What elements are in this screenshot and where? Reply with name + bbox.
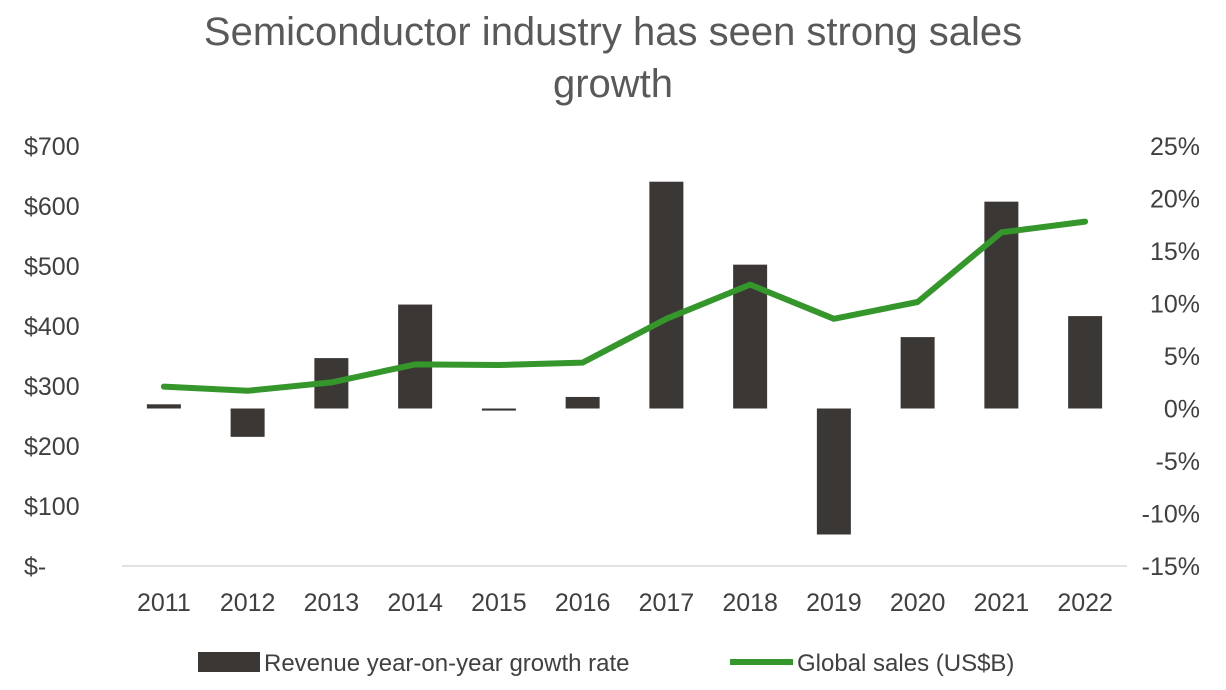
x-tick-label: 2011 bbox=[137, 589, 191, 617]
growth-bar-2015 bbox=[481, 408, 516, 411]
x-tick-label: 2018 bbox=[722, 589, 778, 617]
right-axis: 25% 20% 15% 10% 5% 0% -5% -10% -15% bbox=[1142, 133, 1200, 581]
x-tick-label: 2019 bbox=[806, 589, 862, 617]
x-tick-label: 2013 bbox=[304, 589, 360, 617]
growth-bar-2020 bbox=[900, 337, 935, 409]
x-tick-label: 2021 bbox=[974, 589, 1030, 617]
legend-label-growth: Revenue year-on-year growth rate bbox=[264, 650, 630, 677]
right-tick-label: 5% bbox=[1164, 343, 1200, 371]
global-sales-line bbox=[160, 218, 1089, 394]
chart-title-line-2: growth bbox=[552, 62, 674, 106]
right-tick-label: 25% bbox=[1150, 133, 1200, 161]
x-tick-label: 2016 bbox=[555, 589, 611, 617]
left-tick-label: $400 bbox=[24, 313, 80, 341]
left-tick-label: $700 bbox=[24, 133, 80, 161]
growth-bar-2011 bbox=[146, 404, 181, 409]
x-tick-label: 2020 bbox=[890, 589, 946, 617]
left-tick-label: $100 bbox=[24, 493, 80, 521]
right-tick-label: 15% bbox=[1150, 238, 1200, 266]
x-tick-label: 2022 bbox=[1057, 589, 1113, 617]
growth-bar-2019 bbox=[816, 408, 851, 535]
chart-title-line-1: Semiconductor industry has seen strong s… bbox=[203, 10, 1023, 54]
legend-swatch-growth bbox=[198, 652, 260, 672]
left-tick-label: $600 bbox=[24, 193, 80, 221]
left-axis: $700 $600 $500 $400 $300 $200 $100 $- bbox=[24, 133, 80, 581]
growth-bar-2017 bbox=[649, 181, 684, 409]
right-tick-label: 10% bbox=[1150, 291, 1200, 319]
growth-bar-2014 bbox=[398, 304, 433, 409]
bar-series bbox=[146, 181, 1103, 535]
right-tick-label: -15% bbox=[1142, 553, 1200, 581]
growth-bar-2022 bbox=[1068, 316, 1103, 409]
left-tick-label: $300 bbox=[24, 373, 80, 401]
x-tick-label: 2017 bbox=[639, 589, 695, 617]
growth-bar-2012 bbox=[230, 408, 265, 437]
left-tick-label: $- bbox=[24, 553, 46, 581]
line-series bbox=[160, 218, 1089, 394]
right-tick-label: -10% bbox=[1142, 501, 1200, 529]
right-tick-label: -5% bbox=[1156, 448, 1200, 476]
left-tick-label: $500 bbox=[24, 253, 80, 281]
x-tick-label: 2014 bbox=[387, 589, 443, 617]
growth-bar-2016 bbox=[565, 396, 600, 409]
right-tick-label: 0% bbox=[1164, 396, 1200, 424]
x-axis: 2011 2012 2013 2014 2015 2016 2017 2018 2019 2020… bbox=[137, 589, 1113, 617]
right-tick-label: 20% bbox=[1150, 186, 1200, 214]
legend-label-sales: Global sales (US$B) bbox=[797, 650, 1014, 677]
x-tick-label: 2012 bbox=[220, 589, 276, 617]
legend: Revenue year-on-year growth rate Global s… bbox=[198, 650, 1014, 677]
left-tick-label: $200 bbox=[24, 433, 80, 461]
x-tick-label: 2015 bbox=[471, 589, 527, 617]
